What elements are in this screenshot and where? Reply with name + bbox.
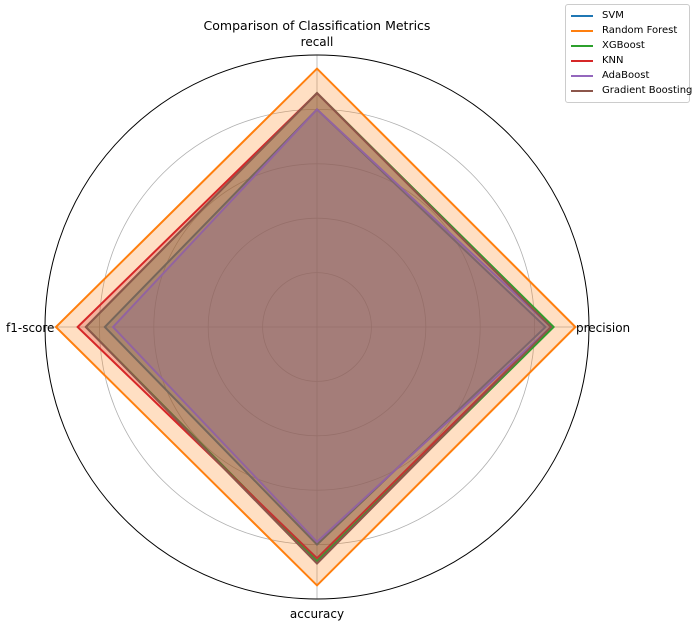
axis-label-precision: precision	[576, 321, 630, 335]
legend-swatch	[571, 74, 593, 77]
legend-item: KNN	[571, 53, 685, 68]
legend-item: Random Forest	[571, 23, 685, 38]
legend-label: SVM	[602, 10, 624, 21]
legend-label: KNN	[602, 55, 624, 66]
legend-item: AdaBoost	[571, 68, 685, 83]
axis-labels: precision recall f1-score accuracy	[6, 35, 630, 621]
radar-series	[54, 67, 577, 587]
series-area	[85, 93, 551, 564]
legend-label: Gradient Boosting	[602, 85, 693, 96]
series-adaboost	[111, 107, 553, 544]
legend-item: Gradient Boosting	[571, 83, 692, 98]
legend-swatch	[571, 14, 593, 17]
legend-swatch	[571, 89, 593, 92]
legend-item: SVM	[571, 8, 685, 23]
chart-title: Comparison of Classification Metrics	[204, 18, 431, 33]
axis-label-accuracy: accuracy	[290, 607, 344, 621]
series-line	[54, 67, 577, 587]
outer-frame	[44, 54, 590, 600]
legend-swatch	[571, 29, 593, 32]
radar-grid	[44, 54, 590, 600]
series-line	[84, 91, 553, 566]
axis-label-recall: recall	[301, 35, 334, 49]
series-gradient-boosting	[84, 91, 553, 566]
legend-swatch	[571, 44, 593, 47]
series-line	[111, 107, 553, 544]
axis-label-f1-score: f1-score	[6, 321, 54, 335]
legend-swatch	[571, 59, 593, 62]
legend-label: Random Forest	[602, 25, 678, 36]
legend-label: AdaBoost	[602, 70, 650, 81]
legend-label: XGBoost	[602, 40, 645, 51]
series-random-forest	[54, 67, 577, 587]
legend-item: XGBoost	[571, 38, 685, 53]
legend: SVM Random Forest XGBoost KNN AdaBoost Gradie…	[565, 4, 692, 103]
series-area	[113, 109, 551, 542]
